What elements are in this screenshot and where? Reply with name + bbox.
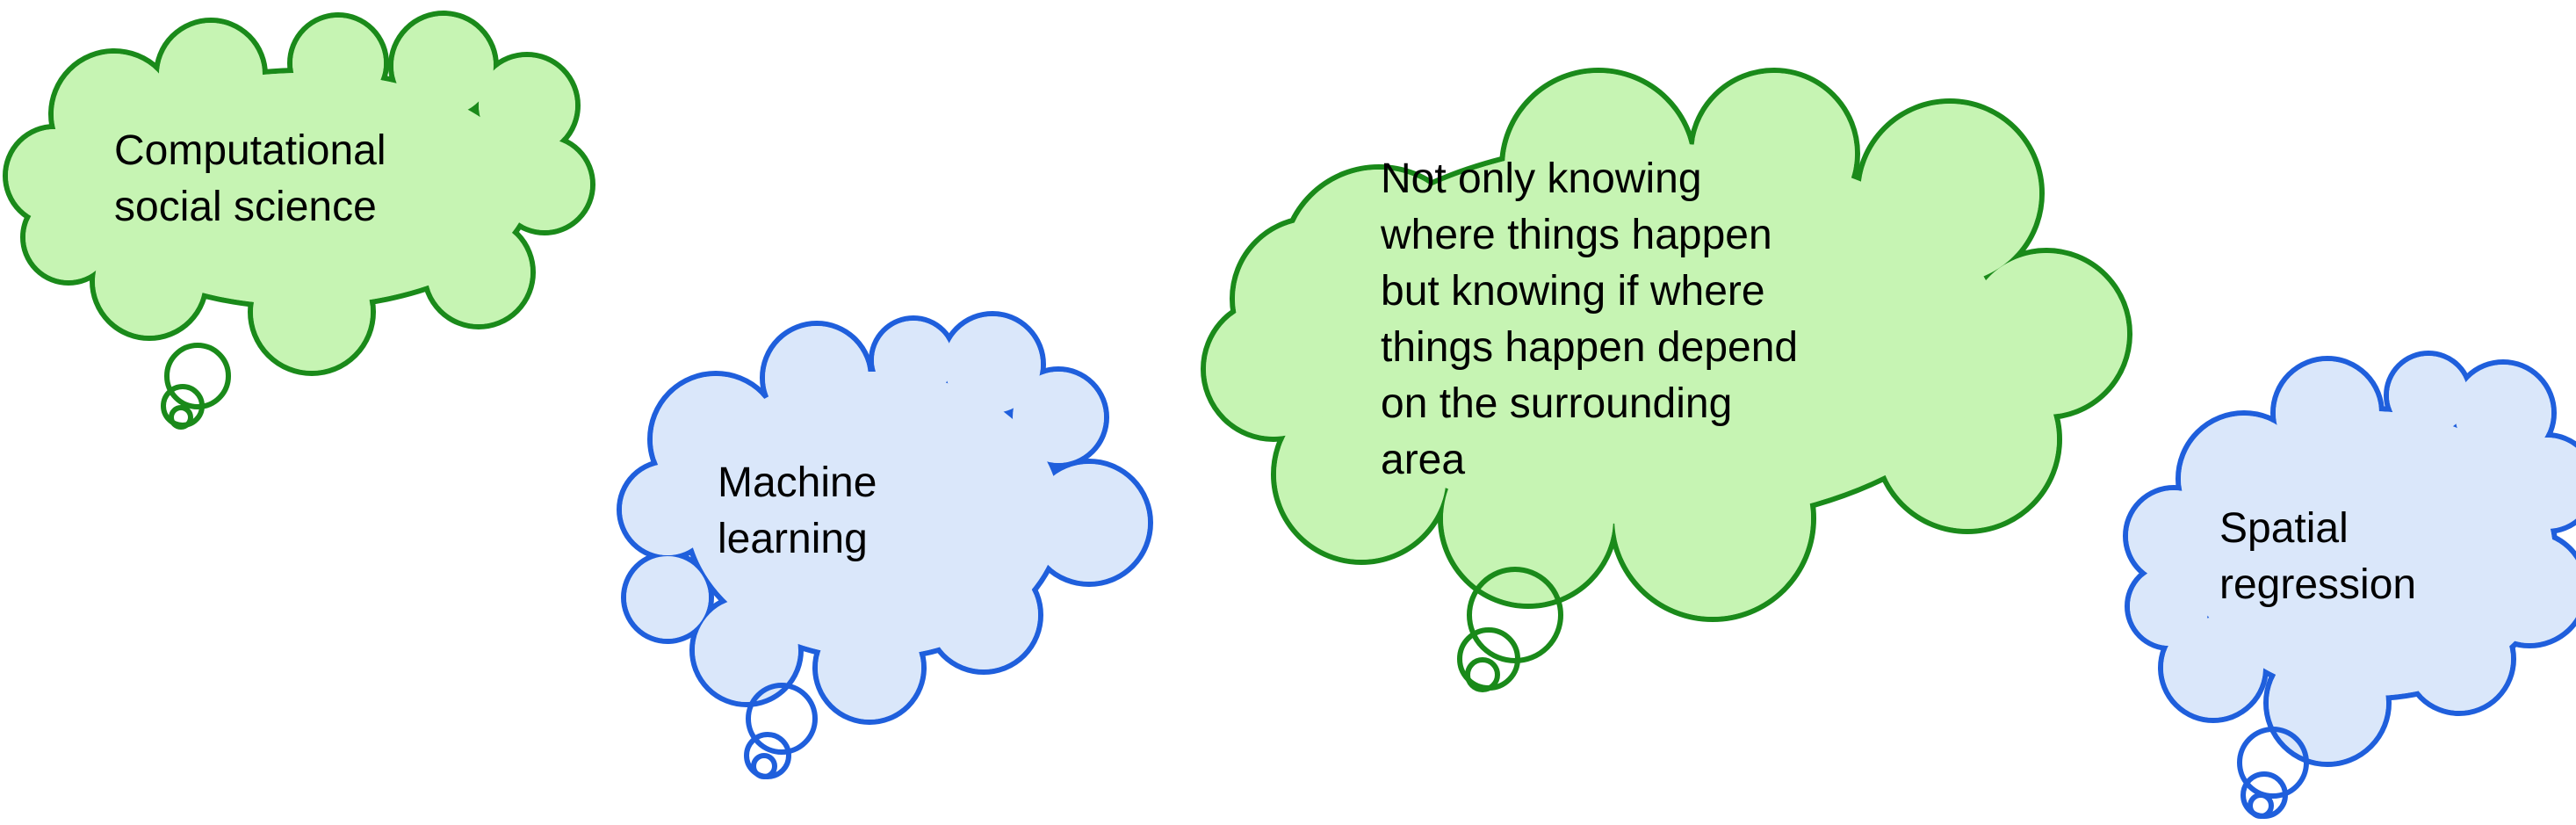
thought-tail-small [2248,792,2274,819]
cloud-shape [2123,351,2576,767]
thought-bubble-machine-learning [617,311,1153,779]
bubble-text-line: area [1381,437,1466,483]
cloud-shape [617,311,1153,725]
cloud-fill-overlay [1206,73,2127,617]
cloud-fill-overlay [2128,356,2576,762]
thought-bubble-spatial-dependence [1201,68,2132,692]
thought-tail-large [164,343,231,409]
cloud-fill-overlay [622,316,1148,720]
bubble-text-line: Computational [114,127,386,174]
thought-bubble-computational-social-science [3,11,595,430]
thought-tail-small [1465,657,1500,692]
thought-bubble-spatial-regression [2123,351,2576,819]
bubble-text-line: Spatial [2219,505,2349,552]
bubble-text-line: things happen depend [1381,324,1799,371]
bubble-label-machine-learning: Machine learning [718,455,877,568]
bubble-label-computational-social-science: Computational social science [114,123,386,235]
bubble-text-line: on the surrounding [1381,380,1733,427]
thought-tail-small [751,753,777,779]
bubble-text-line: social science [114,184,377,230]
thought-tail-large [2237,727,2309,799]
bubble-label-spatial-dependence: Not only knowing where things happen but… [1381,151,1798,488]
bubble-text-line: learning [718,516,868,562]
bubble-text-line: Machine [718,460,877,506]
bubble-text-line: where things happen [1381,212,1772,258]
bubble-text-line: Not only knowing [1381,156,1702,202]
cloud-shape [3,11,595,376]
thought-tail-small [169,405,193,430]
bubble-label-spatial-regression: Spatial regression [2219,501,2416,613]
cloud-fill-overlay [8,16,590,371]
bubble-text-line: but knowing if where [1381,268,1765,315]
thought-tail-large [746,683,818,755]
cloud-shape [1201,68,2132,622]
bubble-text-line: regression [2219,561,2417,608]
